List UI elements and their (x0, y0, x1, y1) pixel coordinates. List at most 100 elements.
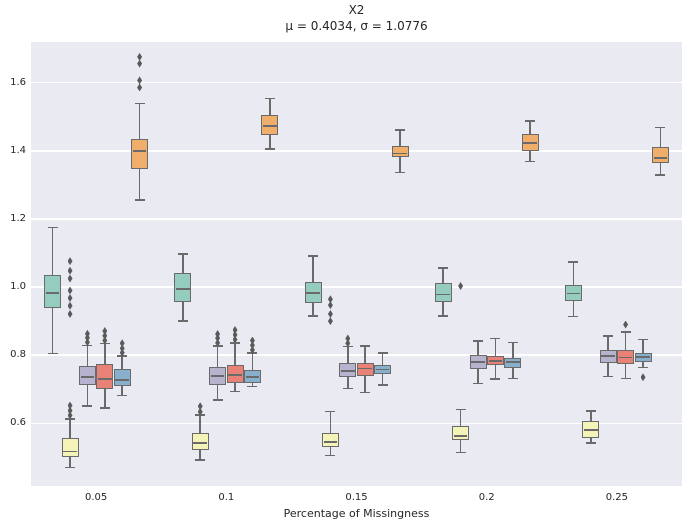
whisker-cap-bottom (525, 160, 536, 163)
box-lavender (78, 366, 96, 386)
median-line (323, 441, 338, 443)
box-blue (113, 369, 131, 387)
whisker-cap-top (490, 337, 501, 340)
outlier-diamond (67, 406, 73, 415)
box-orange (131, 139, 149, 169)
whisker-cap-top (438, 267, 449, 269)
whisker-cap-top (264, 97, 275, 100)
whisker-cap-top (177, 253, 188, 255)
x-axis-label: Percentage of Missingness (283, 507, 430, 520)
whisker-cap-bottom (99, 407, 110, 409)
outlier-diamond (249, 341, 255, 350)
whisker-cap-bottom (65, 466, 75, 469)
median-line (210, 375, 225, 378)
y-tick-label: 1.2 (10, 212, 26, 224)
outlier-diamond (137, 83, 143, 92)
box-teal (174, 272, 192, 302)
median-line (45, 291, 60, 294)
whisker-cap-bottom (47, 352, 58, 355)
median-line (523, 141, 538, 144)
outlier-diamond (137, 52, 143, 61)
gridline (31, 354, 682, 356)
median-line (132, 150, 147, 153)
outlier-diamond (327, 317, 333, 326)
box-teal (434, 282, 452, 302)
outlier-diamond (327, 309, 333, 318)
outlier-diamond (215, 338, 221, 347)
whisker-cap-top (655, 126, 666, 129)
whisker-cap-bottom (603, 375, 614, 378)
outlier-diamond (197, 402, 203, 411)
median-line (115, 379, 130, 381)
median-line (375, 368, 390, 371)
whisker-cap-bottom (117, 394, 128, 397)
gridline (31, 150, 682, 152)
whisker-cap-bottom (360, 391, 371, 394)
outlier-diamond (67, 274, 73, 283)
whisker-cap-top (525, 120, 536, 122)
outlier-diamond (249, 346, 255, 355)
outlier-diamond (67, 266, 73, 275)
whisker-cap-bottom (490, 378, 501, 380)
whisker-cap-top (473, 340, 483, 342)
median-line (97, 378, 112, 381)
whisker-cap-bottom (620, 377, 631, 380)
whisker-cap-top (603, 335, 614, 337)
whisker-cap-top (360, 345, 371, 347)
outlier-diamond (67, 301, 73, 310)
median-line (583, 429, 598, 431)
median-line (453, 434, 468, 437)
outlier-diamond (67, 411, 73, 420)
gridline (31, 422, 682, 425)
outlier-diamond (84, 338, 90, 347)
gridline (31, 218, 682, 220)
outlier-diamond (327, 301, 333, 310)
box-salmon (96, 364, 114, 389)
outlier-diamond (232, 335, 238, 344)
x-tick-label: 0.05 (84, 492, 108, 503)
median-line (262, 125, 277, 127)
whisker-cap-bottom (82, 405, 93, 407)
whisker-cap-top (638, 338, 648, 341)
median-line (436, 293, 451, 296)
median-line (245, 375, 260, 378)
outlier-diamond (119, 344, 125, 353)
box-orange (391, 146, 409, 158)
outlier-diamond (345, 339, 351, 348)
median-line (228, 374, 242, 376)
whisker-cap-top (47, 226, 58, 229)
outlier-diamond (67, 257, 73, 266)
whisker-cap-bottom (395, 171, 405, 174)
whisker-cap-top (308, 255, 318, 257)
y-tick-label: 1.6 (10, 76, 26, 88)
chart-subtitle: μ = 0.4034, σ = 1.0776 (285, 19, 428, 33)
x-tick-label: 0.2 (478, 492, 495, 503)
outlier-diamond (345, 334, 351, 343)
y-tick-label: 1.4 (10, 144, 26, 156)
median-line (653, 157, 668, 159)
median-line (471, 361, 485, 364)
whisker-cap-bottom (195, 459, 206, 461)
whisker-cap-bottom (438, 315, 449, 317)
gridline (31, 81, 682, 84)
box-yellow (191, 433, 209, 451)
whisker-cap-bottom (377, 384, 388, 386)
box-yellow (452, 425, 470, 440)
outlier-diamond (327, 295, 333, 304)
median-line (80, 376, 95, 379)
outlier-diamond (623, 320, 629, 329)
outlier-diamond (232, 325, 238, 334)
y-tick-label: 1.0 (10, 281, 26, 293)
box-teal (44, 275, 62, 309)
median-line (340, 369, 355, 372)
outlier-diamond (458, 282, 464, 291)
median-line (488, 360, 503, 362)
whisker-cap-top (568, 261, 579, 263)
whisker-cap-top (455, 408, 466, 411)
outlier-diamond (84, 333, 90, 342)
median-line (636, 355, 650, 358)
whisker-cap-bottom (264, 148, 275, 150)
whisker-cap-bottom (455, 451, 466, 454)
outlier-diamond (215, 330, 221, 339)
